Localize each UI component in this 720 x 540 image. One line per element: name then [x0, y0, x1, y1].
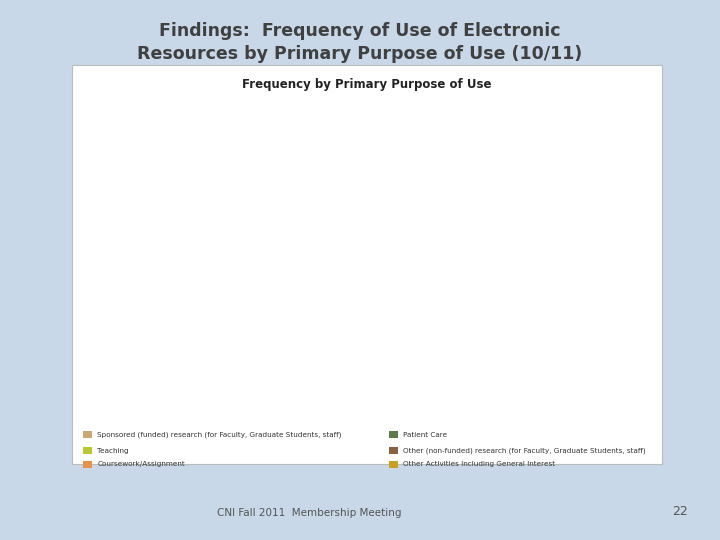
Text: Teaching: Teaching	[97, 448, 129, 454]
Text: Findings:  Frequency of Use of Electronic
Resources by Primary Purpose of Use (1: Findings: Frequency of Use of Electronic…	[138, 22, 582, 63]
Text: Sponsored (funded)
research (for Faculty,
Graduate Students, staff): Sponsored (funded) research (for Faculty…	[367, 153, 553, 204]
Wedge shape	[186, 151, 390, 405]
Wedge shape	[320, 244, 454, 286]
Text: Other Activities Including General Interest: Other Activities Including General Inter…	[403, 461, 555, 468]
Text: 22: 22	[672, 505, 688, 518]
Text: Coursework/Assignment: Coursework/Assignment	[86, 275, 247, 309]
Text: Sponsored (funded) research (for Faculty, Graduate Students, staff): Sponsored (funded) research (for Faculty…	[97, 431, 341, 438]
Text: Patient Care: Patient Care	[403, 431, 447, 438]
Text: Other (non-funded) research (for Faculty, Graduate Students, staff): Other (non-funded) research (for Faculty…	[403, 448, 646, 454]
Wedge shape	[262, 137, 320, 271]
Wedge shape	[320, 219, 451, 271]
Text: Patient Care: Patient Care	[400, 218, 525, 246]
Text: Other (non-funded)
research (for Faculty,
Graduate Students, staff): Other (non-funded) research (for Faculty…	[391, 315, 539, 373]
Text: Frequency by Primary Purpose of Use: Frequency by Primary Purpose of Use	[243, 78, 492, 91]
Text: CNI Fall 2011  Membership Meeting: CNI Fall 2011 Membership Meeting	[217, 508, 402, 518]
Text: Teaching: Teaching	[403, 244, 516, 267]
Wedge shape	[320, 137, 444, 271]
Wedge shape	[320, 271, 454, 386]
Text: Other Activities Including
General Interest: Other Activities Including General Inter…	[201, 144, 300, 191]
Text: Coursework/Assignment: Coursework/Assignment	[97, 461, 185, 468]
